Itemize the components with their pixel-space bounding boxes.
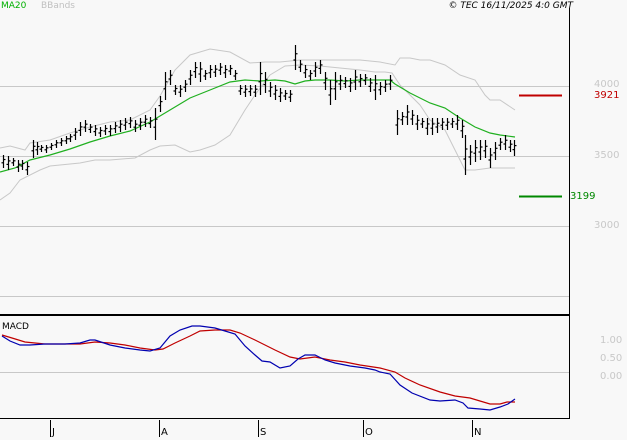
ohlc-bars <box>1 45 517 175</box>
ma20-line <box>0 79 516 173</box>
month-label-o: O <box>365 427 373 438</box>
month-tick-o <box>363 420 364 437</box>
month-tick-n <box>472 420 473 437</box>
bband-lower-line <box>0 64 515 201</box>
macd-tick-0: 0.00 <box>600 371 623 382</box>
macd-signal-line <box>1 329 515 405</box>
macd-title: MACD <box>2 322 29 332</box>
resistance-label: 3921 <box>594 90 620 101</box>
month-tick-s <box>258 420 259 437</box>
month-label-j: J <box>52 427 55 438</box>
macd-tick-050: 0.50 <box>600 353 623 364</box>
copyright-timestamp: © TEC 16/11/2025 4:0 GMT <box>448 1 573 11</box>
y-tick-3000: 3000 <box>594 220 620 231</box>
legend-ma20: MA20 <box>1 1 27 11</box>
macd-line <box>1 325 516 411</box>
y-tick-4000: 4000 <box>594 79 620 90</box>
month-label-n: N <box>474 427 482 438</box>
month-label-a: A <box>161 427 168 438</box>
macd-tick-1: 1.00 <box>600 335 623 346</box>
support-label: 3199 <box>570 191 596 202</box>
y-tick-3500: 3500 <box>594 150 620 161</box>
price-gridlines <box>0 86 569 297</box>
month-tick-a <box>159 420 160 437</box>
legend-bbands: BBands <box>41 1 75 11</box>
bband-upper-line <box>0 48 516 151</box>
month-tick-j <box>50 420 51 437</box>
month-label-s: S <box>260 427 267 438</box>
